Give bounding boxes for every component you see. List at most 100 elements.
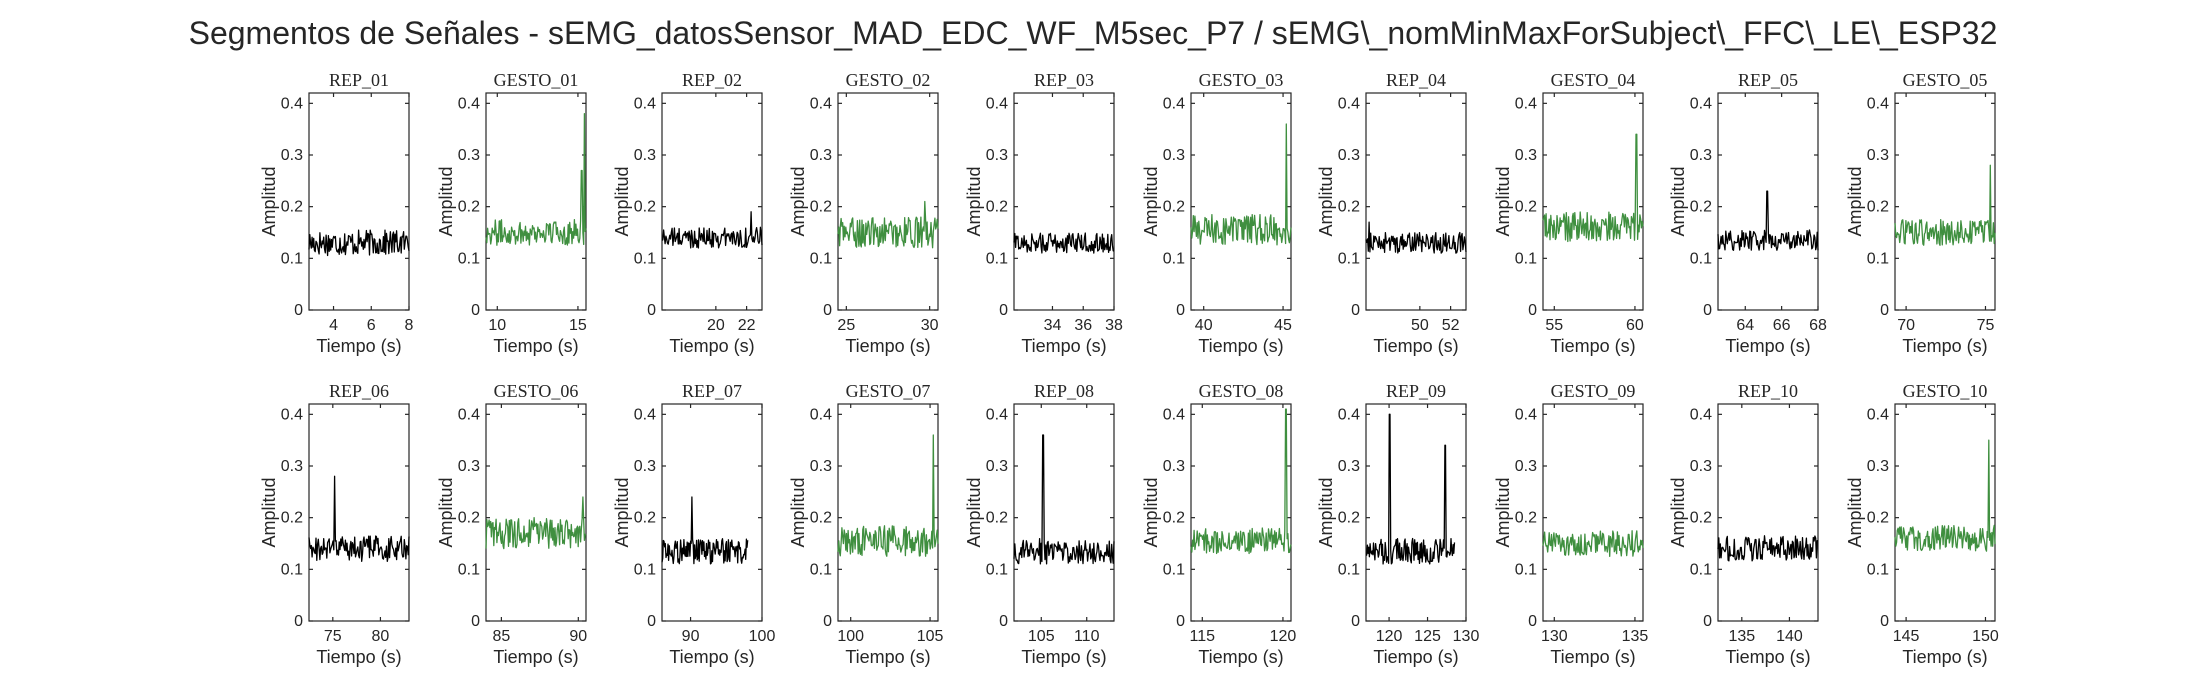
y-tick-label: 0.2 — [1338, 199, 1360, 216]
y-tick-label: 0.1 — [1515, 561, 1537, 578]
x-tick-label: 90 — [682, 628, 700, 645]
subplot-title: GESTO_06 — [494, 381, 579, 401]
y-tick-label: 0.3 — [458, 458, 480, 475]
y-tick-label: 0.3 — [281, 147, 303, 164]
x-tick-label: 135 — [1622, 628, 1649, 645]
figure-title: Segmentos de Señales - sEMG_datosSensor_… — [189, 15, 1998, 51]
x-tick-label: 115 — [1190, 628, 1216, 645]
y-tick-label: 0.4 — [986, 95, 1008, 112]
signal-trace — [1717, 535, 1819, 562]
y-tick-label: 0.4 — [1163, 406, 1185, 423]
y-axis-label: Amplitud — [1141, 166, 1161, 236]
y-tick-label: 0.3 — [1867, 458, 1889, 475]
subplot-title: REP_09 — [1386, 381, 1446, 401]
subplot: GESTO_05 0 0.1 0.2 0.3 0.4 70 75 Tiempo (s) Ampli… — [1845, 70, 1996, 356]
x-tick-label: 30 — [921, 317, 939, 334]
y-tick-label: 0 — [823, 613, 832, 630]
x-axis-label: Tiempo (s) — [316, 647, 401, 667]
x-tick-label: 8 — [405, 317, 414, 334]
y-tick-label: 0.4 — [1515, 95, 1537, 112]
signal-trace — [1542, 133, 1644, 243]
y-tick-label: 0 — [647, 613, 656, 630]
y-axis-label: Amplitud — [1845, 477, 1865, 547]
x-tick-label: 80 — [372, 628, 390, 645]
y-tick-label: 0.1 — [458, 250, 480, 267]
subplot: REP_10 0 0.1 0.2 0.3 0.4 135 140 Tiempo (s) Ampli… — [1668, 381, 1819, 667]
y-axis-label: Amplitud — [612, 477, 632, 547]
y-axis-label: Amplitud — [788, 166, 808, 236]
y-tick-label: 0.3 — [634, 458, 656, 475]
y-tick-label: 0.3 — [1690, 458, 1712, 475]
y-tick-label: 0.4 — [1690, 95, 1712, 112]
y-tick-label: 0.3 — [458, 147, 480, 164]
y-tick-label: 0.1 — [1515, 250, 1537, 267]
axes-frame — [1013, 403, 1115, 622]
signal-trace — [1190, 408, 1292, 555]
y-axis-label: Amplitud — [436, 477, 456, 547]
subplot-title: GESTO_09 — [1551, 381, 1636, 401]
x-tick-label: 85 — [492, 628, 510, 645]
x-axis-label: Tiempo (s) — [1550, 647, 1635, 667]
subplot-title: REP_08 — [1034, 381, 1094, 401]
y-tick-label: 0 — [1880, 302, 1889, 319]
y-tick-label: 0.3 — [1515, 147, 1537, 164]
signal-trace — [1190, 123, 1292, 246]
y-tick-label: 0.3 — [281, 458, 303, 475]
x-tick-label: 105 — [917, 628, 944, 645]
y-tick-label: 0.1 — [281, 561, 303, 578]
subplot: GESTO_07 0 0.1 0.2 0.3 0.4 100 105 Tiempo (s) Amp… — [788, 381, 944, 667]
subplot: GESTO_03 0 0.1 0.2 0.3 0.4 40 45 Tiempo (s) Ampli… — [1141, 70, 1292, 356]
y-tick-label: 0 — [1528, 613, 1537, 630]
x-axis-label: Tiempo (s) — [493, 647, 578, 667]
y-tick-label: 0 — [1351, 302, 1360, 319]
y-tick-label: 0.2 — [281, 199, 303, 216]
x-axis-label: Tiempo (s) — [1725, 336, 1810, 356]
y-tick-label: 0 — [294, 613, 303, 630]
x-tick-label: 4 — [329, 317, 338, 334]
y-tick-label: 0 — [294, 302, 303, 319]
y-tick-label: 0 — [1703, 613, 1712, 630]
axes-frame — [485, 403, 587, 622]
subplot: REP_04 0 0.1 0.2 0.3 0.4 50 52 Tiempo (s) Amplitu… — [1316, 70, 1467, 356]
x-axis-label: Tiempo (s) — [1373, 336, 1458, 356]
y-tick-label: 0 — [999, 613, 1008, 630]
y-axis-label: Amplitud — [1668, 477, 1688, 547]
y-tick-label: 0.1 — [1338, 250, 1360, 267]
x-tick-label: 66 — [1773, 317, 1791, 334]
y-tick-label: 0.4 — [1867, 406, 1889, 423]
subplot: GESTO_06 0 0.1 0.2 0.3 0.4 85 90 Tiempo (s) Ampli… — [436, 381, 587, 667]
axes-frame — [1717, 403, 1819, 622]
x-tick-label: 70 — [1897, 317, 1915, 334]
y-tick-label: 0.4 — [1867, 95, 1889, 112]
y-axis-label: Amplitud — [259, 166, 279, 236]
axes-frame — [1542, 403, 1644, 622]
x-tick-label: 52 — [1442, 317, 1460, 334]
x-axis-label: Tiempo (s) — [316, 336, 401, 356]
x-tick-label: 135 — [1728, 628, 1755, 645]
y-tick-label: 0.2 — [1515, 510, 1537, 527]
subplot: GESTO_04 0 0.1 0.2 0.3 0.4 55 60 Tiempo (s) Ampli… — [1493, 70, 1644, 356]
y-tick-label: 0.1 — [1690, 561, 1712, 578]
y-tick-label: 0 — [1176, 613, 1185, 630]
subplot-title: REP_02 — [682, 70, 742, 90]
axes-frame — [485, 92, 587, 311]
signal-trace — [1365, 413, 1456, 565]
y-tick-label: 0.3 — [1163, 458, 1185, 475]
y-tick-label: 0 — [1351, 613, 1360, 630]
x-tick-label: 68 — [1809, 317, 1827, 334]
y-tick-label: 0.1 — [1867, 250, 1889, 267]
signal-trace — [837, 434, 939, 557]
axes-frame — [837, 403, 939, 622]
x-tick-label: 150 — [1972, 628, 1999, 645]
y-tick-label: 0.4 — [634, 95, 656, 112]
y-tick-label: 0.4 — [986, 406, 1008, 423]
y-axis-label: Amplitud — [1141, 477, 1161, 547]
y-tick-label: 0.2 — [986, 199, 1008, 216]
y-tick-label: 0.4 — [1163, 95, 1185, 112]
subplot: GESTO_08 0 0.1 0.2 0.3 0.4 115 120 Tiempo (s) Amp… — [1141, 381, 1296, 667]
signal-trace — [308, 475, 410, 563]
y-tick-label: 0.3 — [1163, 147, 1185, 164]
y-tick-label: 0.1 — [1338, 561, 1360, 578]
x-tick-label: 90 — [569, 628, 587, 645]
